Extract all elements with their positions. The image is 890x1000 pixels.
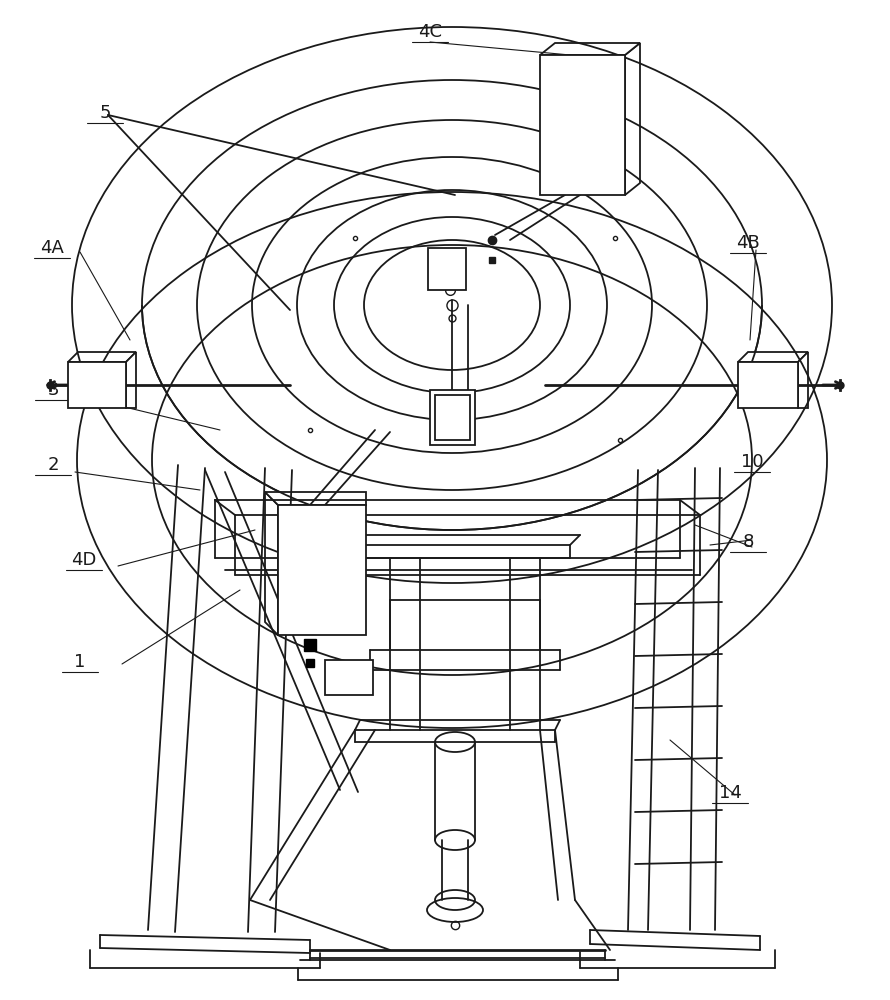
Bar (290, 556, 362, 565)
Text: 1: 1 (74, 653, 85, 671)
Bar (548, 130, 620, 139)
Bar (325, 660, 373, 695)
Text: 4B: 4B (736, 234, 760, 252)
Polygon shape (625, 43, 640, 195)
Text: 5: 5 (100, 104, 110, 122)
Polygon shape (798, 352, 808, 408)
Bar (548, 142, 620, 151)
Bar (278, 505, 366, 635)
Bar (290, 544, 362, 553)
Bar (290, 520, 362, 529)
Text: 14: 14 (718, 784, 741, 802)
Bar (290, 580, 362, 589)
Bar (68, 362, 126, 408)
Text: 10: 10 (740, 453, 764, 471)
Bar (548, 154, 620, 163)
Bar (548, 94, 620, 103)
Bar (428, 248, 466, 290)
Polygon shape (540, 43, 640, 55)
Bar (548, 82, 620, 91)
Text: 2: 2 (47, 456, 59, 474)
Polygon shape (68, 352, 136, 362)
Bar (548, 70, 620, 79)
Bar (548, 106, 620, 115)
Polygon shape (738, 352, 808, 362)
Bar (738, 362, 798, 408)
Text: 4A: 4A (40, 239, 64, 257)
Text: 4C: 4C (418, 23, 442, 41)
Polygon shape (265, 492, 278, 635)
Bar (435, 395, 470, 440)
Polygon shape (265, 492, 366, 505)
Polygon shape (126, 352, 136, 408)
Bar (548, 118, 620, 127)
Text: 8: 8 (742, 533, 754, 551)
Text: 3: 3 (47, 381, 59, 399)
Bar (290, 532, 362, 541)
Bar (290, 568, 362, 577)
Text: 4D: 4D (71, 551, 97, 569)
Bar (290, 592, 362, 601)
Bar (430, 390, 475, 445)
Bar (540, 55, 625, 195)
